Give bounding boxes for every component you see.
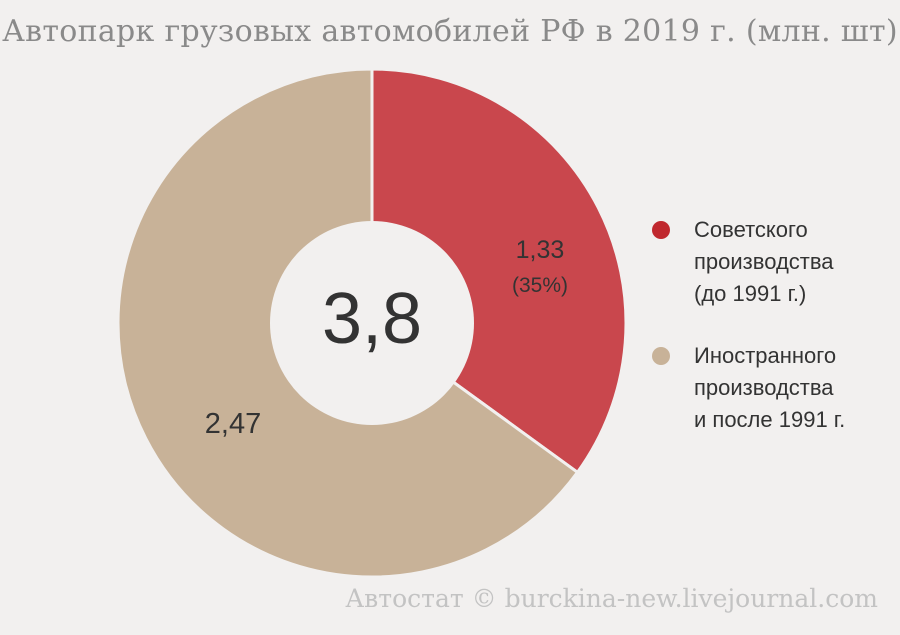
legend-label-soviet: Советского производства (до 1991 г.)	[694, 217, 834, 306]
donut-hole	[270, 221, 474, 425]
slice-value-label-soviet: 1,33	[516, 236, 565, 264]
legend-marker-foreign	[652, 347, 670, 365]
slice-percent-label-soviet: (35%)	[512, 274, 568, 297]
legend-item-foreign: Иностранного производства и после 1991 г…	[652, 340, 845, 436]
slice-labels: 1,33 (35%) 2,47	[205, 236, 568, 440]
legend-item-soviet: Советского производства (до 1991 г.)	[652, 214, 834, 310]
donut-slice-soviet	[370, 67, 628, 475]
slice-value-label-foreign: 2,47	[205, 408, 261, 440]
legend-marker-soviet	[652, 221, 670, 239]
legend-label-foreign: Иностранного производства и после 1991 г…	[694, 343, 846, 432]
chart-title: Автопарк грузовых автомобилей РФ в 2019 …	[2, 14, 898, 49]
source-note: Автостат © burckina-new.livejournal.com	[345, 584, 878, 613]
total-value: 3,8	[321, 279, 423, 359]
